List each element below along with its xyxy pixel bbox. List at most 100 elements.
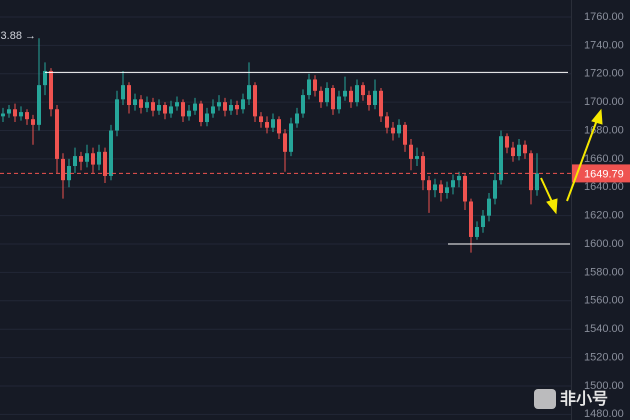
y-tick-label: 1520.00: [584, 351, 624, 363]
candle-body: [169, 106, 173, 114]
candle-body: [379, 90, 383, 117]
candle-body: [193, 103, 197, 111]
candle-body: [409, 144, 413, 159]
candle-body: [397, 124, 401, 134]
candle-body: [295, 113, 299, 124]
price-tag-label: 1649.79: [584, 168, 624, 180]
candle-body: [523, 144, 527, 154]
candle-body: [289, 123, 293, 152]
candle-body: [253, 85, 257, 117]
candle-body: [181, 102, 185, 117]
candle-body: [259, 116, 263, 123]
candle-body: [307, 79, 311, 96]
arrow-up: [566, 119, 598, 202]
candle-body: [517, 144, 521, 157]
watermark: 非小号: [534, 389, 608, 409]
candle-body: [247, 85, 251, 100]
y-tick-label: 1640.00: [584, 181, 624, 193]
y-tick-label: 1700.00: [584, 96, 624, 108]
candle-body: [175, 102, 179, 107]
candle-body: [403, 124, 407, 145]
candle-body: [229, 105, 233, 111]
candle-body: [391, 127, 395, 134]
y-tick-label: 1660.00: [584, 153, 624, 165]
y-tick-label: 1540.00: [584, 323, 624, 335]
candle-body: [97, 151, 101, 165]
candle-body: [271, 119, 275, 128]
candle-body: [7, 109, 11, 114]
y-tick-label: 1760.00: [584, 11, 624, 23]
candle-body: [433, 184, 437, 191]
candle-body: [1, 113, 5, 117]
candle-body: [223, 102, 227, 111]
candle-body: [529, 153, 533, 191]
candle-body: [235, 105, 239, 110]
candle-body: [313, 79, 317, 91]
candle-body: [463, 175, 467, 202]
candle-body: [115, 99, 119, 131]
candle-body: [25, 112, 29, 120]
candle-body: [31, 119, 35, 125]
candle-body: [121, 85, 125, 100]
candle-body: [367, 95, 371, 105]
candle-body: [55, 109, 59, 159]
candle-body: [361, 85, 365, 96]
candle-body: [415, 156, 419, 159]
candle-body: [487, 198, 491, 216]
candle-body: [61, 158, 65, 181]
candle-body: [469, 201, 473, 237]
candle-body: [49, 70, 53, 110]
y-tick-label: 1680.00: [584, 124, 624, 136]
arrow-down: [540, 177, 554, 205]
candle-body: [91, 153, 95, 165]
candle-body: [265, 122, 269, 128]
candle-body: [283, 133, 287, 152]
candle-body: [457, 175, 461, 181]
candle-body: [373, 90, 377, 105]
y-tick-label: 1560.00: [584, 295, 624, 307]
candle-body: [43, 70, 47, 86]
candle-body: [493, 180, 497, 199]
y-tick-label: 1620.00: [584, 210, 624, 222]
candle-body: [439, 184, 443, 193]
candle-body: [73, 156, 77, 167]
y-tick-label: 1600.00: [584, 238, 624, 250]
candle-body: [319, 90, 323, 103]
high-label: 3.88 →: [1, 30, 36, 42]
candle-body: [211, 106, 215, 114]
candle-body: [37, 85, 41, 125]
watermark-text: 非小号: [560, 389, 608, 408]
y-axis: 1480.00 1500.00 1520.00 1540.00 1560.00 1580.…: [572, 11, 630, 420]
watermark-logo: [534, 389, 556, 409]
candle-body: [355, 85, 359, 103]
arrows: [540, 108, 603, 215]
candle-body: [277, 119, 281, 134]
candle-body: [199, 103, 203, 123]
candle-body: [505, 136, 509, 148]
y-tick-label: 1720.00: [584, 68, 624, 80]
candle-body: [451, 180, 455, 188]
candle-body: [145, 102, 149, 108]
candle-body: [205, 113, 209, 123]
candle-body: [79, 156, 83, 162]
candle-body: [157, 105, 161, 111]
candle-body: [127, 85, 131, 105]
candle-body: [109, 130, 113, 176]
candle-body: [535, 173, 539, 191]
candle-body: [139, 99, 143, 108]
candle-body: [337, 96, 341, 110]
candle-body: [67, 166, 71, 181]
candle-body: [151, 102, 155, 111]
candle-body: [499, 136, 503, 181]
candle-body: [85, 153, 89, 162]
candle-body: [481, 215, 485, 228]
arrow-head: [546, 198, 558, 215]
y-tick-label: 1500.00: [584, 380, 624, 392]
candle-body: [343, 90, 347, 97]
candle-body: [331, 87, 335, 110]
candle-body: [427, 180, 431, 191]
candle-body: [217, 102, 221, 107]
candle-body: [475, 227, 479, 237]
price-tag: [572, 164, 630, 183]
